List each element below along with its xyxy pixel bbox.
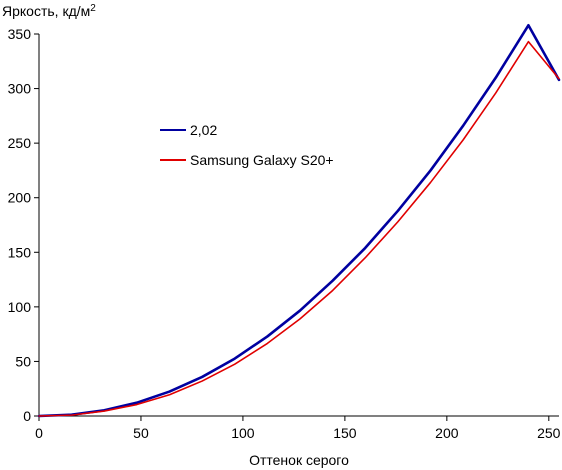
y-tick-label: 0 <box>23 408 31 424</box>
y-tick-label: 350 <box>8 26 32 42</box>
x-tick-label: 100 <box>231 425 255 441</box>
y-axis-label-superscript: 2 <box>90 3 96 14</box>
axes <box>38 34 559 417</box>
legend-label: 2,02 <box>190 122 217 138</box>
y-axis-label: Яркость, кд/м2 <box>2 3 96 19</box>
x-axis-label: Оттенок серого <box>249 452 349 468</box>
series-line-2 <box>38 40 560 417</box>
y-tick-label: 200 <box>8 190 32 206</box>
y-tick-label: 50 <box>15 353 31 369</box>
x-tick-label: 150 <box>333 425 357 441</box>
x-tick-label: 200 <box>435 425 459 441</box>
series-line-1 <box>37 23 561 418</box>
y-tick-label: 250 <box>8 135 32 151</box>
legend-label: Samsung Galaxy S20+ <box>190 152 334 168</box>
series-lines <box>37 23 561 418</box>
x-tick-label: 250 <box>537 425 561 441</box>
x-tick-label: 0 <box>35 425 43 441</box>
y-tick-label: 300 <box>8 81 32 97</box>
x-ticks: 0 50 100 150 200 250 <box>35 416 561 441</box>
legend: 2,02 Samsung Galaxy S20+ <box>160 122 334 168</box>
y-tick-label: 100 <box>8 299 32 315</box>
y-ticks: 0 50 100 150 200 250 300 350 <box>8 26 39 424</box>
x-tick-label: 50 <box>133 425 149 441</box>
y-tick-label: 150 <box>8 244 32 260</box>
